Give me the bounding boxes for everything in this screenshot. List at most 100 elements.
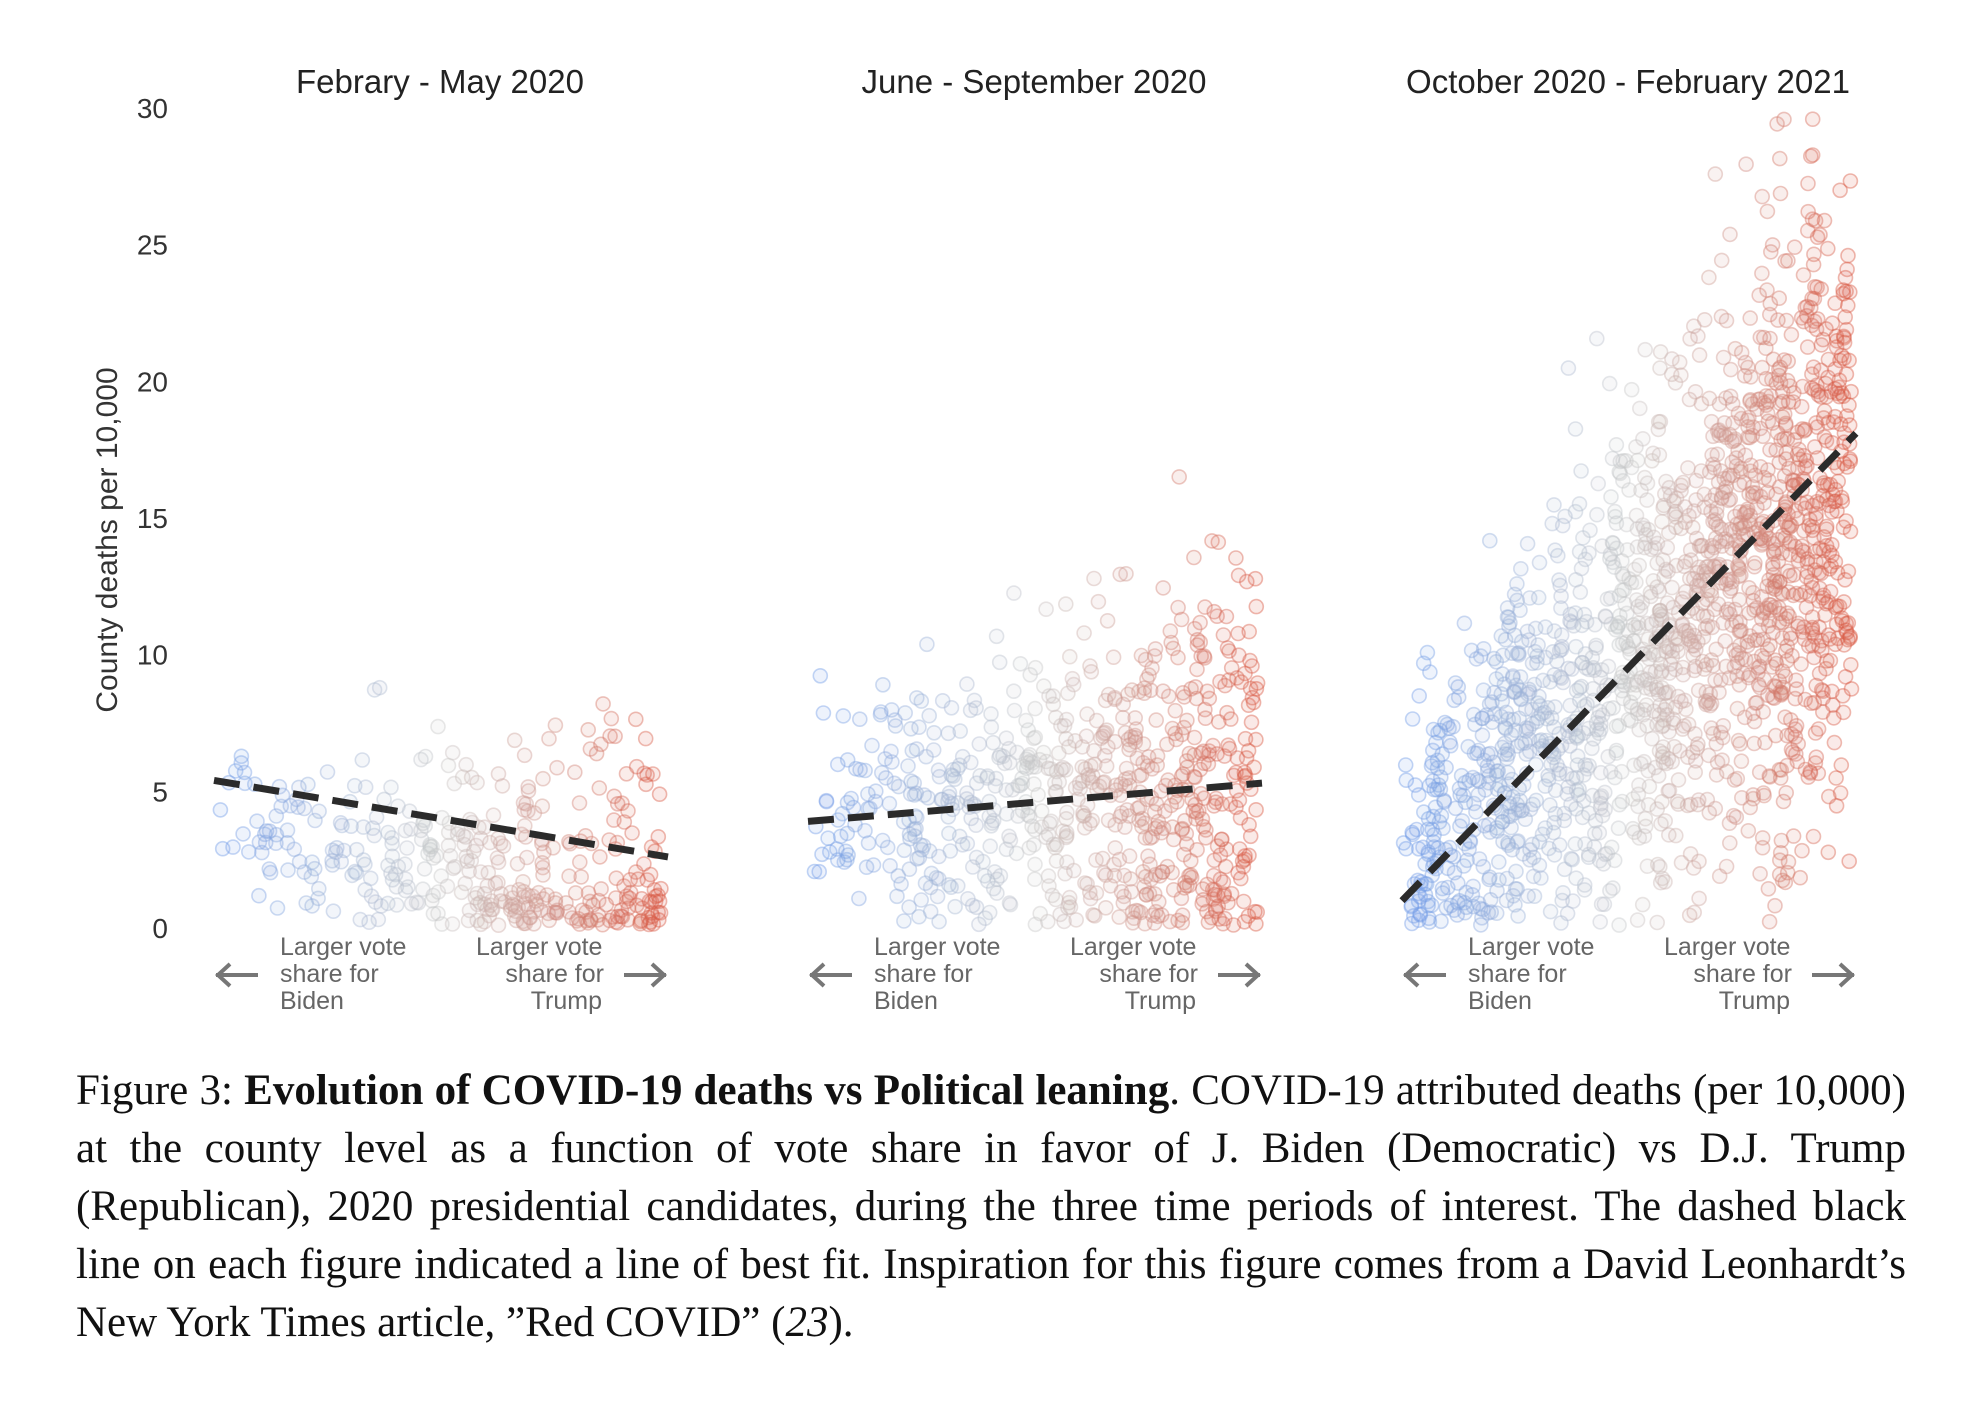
scatter-point: [1578, 659, 1594, 676]
scatter-point: [1618, 516, 1635, 533]
scatter-point: [397, 856, 413, 873]
scatter-point: [1788, 672, 1804, 689]
scatter-point: [1520, 888, 1536, 904]
scatter-point: [857, 822, 873, 839]
scatter-point: [1700, 558, 1717, 575]
scatter-point: [1591, 824, 1608, 841]
scatter-point: [1012, 777, 1028, 794]
scatter-point: [1620, 638, 1636, 655]
scatter-point: [1674, 617, 1690, 634]
scatter-point: [1722, 606, 1738, 622]
scatter-point: [1639, 718, 1655, 734]
scatter-point: [1098, 758, 1115, 774]
scatter-point: [1420, 821, 1436, 838]
scatter-point: [1744, 427, 1761, 444]
scatter-point: [434, 809, 450, 826]
annotation-biden-line: share for: [874, 960, 973, 988]
scatter-point: [1067, 779, 1084, 796]
scatter-point: [1661, 479, 1678, 496]
scatter-point: [1631, 557, 1647, 574]
scatter-point: [1781, 519, 1797, 536]
scatter-point: [1468, 804, 1484, 820]
scatter-point: [1057, 865, 1073, 882]
scatter-point: [1193, 745, 1209, 762]
scatter-point: [1138, 886, 1155, 903]
scatter-point: [1059, 804, 1075, 821]
scatter-point: [1047, 839, 1063, 856]
scatter-point: [348, 841, 365, 858]
scatter-point: [1689, 577, 1705, 594]
scatter-point: [1833, 347, 1850, 364]
scatter-point: [1602, 882, 1618, 899]
scatter-point: [1120, 731, 1137, 748]
scatter-point: [1429, 760, 1446, 776]
scatter-point: [1074, 739, 1091, 755]
scatter-point: [1146, 648, 1163, 664]
scatter-point: [1640, 762, 1656, 779]
scatter-point: [469, 885, 486, 902]
scatter-point: [1771, 761, 1788, 778]
scatter-point: [1544, 515, 1560, 532]
scatter-point: [1410, 787, 1427, 803]
scatter-point: [1517, 811, 1534, 828]
scatter-point: [1404, 915, 1420, 932]
scatter-point: [1201, 690, 1218, 707]
scatter-point: [1139, 671, 1155, 687]
scatter-point: [1187, 679, 1204, 695]
scatter-point: [1639, 492, 1655, 508]
scatter-point: [1201, 743, 1217, 759]
scatter-point: [1652, 344, 1669, 360]
scatter-point: [1786, 432, 1803, 448]
scatter-point: [1121, 737, 1138, 753]
scatter-point: [1699, 591, 1715, 608]
scatter-point: [1107, 733, 1123, 750]
scatter-point: [1806, 290, 1823, 307]
scatter-point: [1816, 475, 1832, 491]
scatter-point: [1211, 911, 1227, 927]
scatter-point: [1207, 794, 1224, 811]
scatter-point: [1754, 535, 1770, 552]
annotation-biden-line: Biden: [1468, 987, 1532, 1015]
scatter-point: [1837, 668, 1854, 685]
scatter-point: [1776, 430, 1792, 447]
scatter-point: [1564, 851, 1581, 868]
scatter-point: [536, 844, 552, 861]
scatter-point: [1079, 706, 1095, 722]
scatter-point: [1608, 436, 1625, 453]
scatter-point: [1794, 538, 1810, 555]
scatter-point: [1237, 767, 1254, 784]
scatter-point: [1511, 645, 1527, 661]
scatter-point: [1221, 643, 1237, 659]
scatter-point: [949, 878, 966, 894]
scatter-point: [1491, 872, 1507, 888]
scatter-point: [1174, 821, 1190, 838]
scatter-point: [1833, 610, 1850, 626]
scatter-point: [1606, 559, 1623, 575]
scatter-point: [463, 852, 480, 869]
scatter-point: [547, 891, 564, 908]
scatter-point: [1173, 768, 1190, 784]
scatter-point: [304, 898, 320, 914]
scatter-point: [1242, 828, 1259, 845]
annotation-biden-line: Biden: [280, 987, 344, 1015]
scatter-point: [1816, 212, 1833, 229]
scatter-point: [979, 873, 996, 889]
scatter-point: [1229, 750, 1246, 766]
scatter-point: [1164, 819, 1181, 835]
scatter-point: [1522, 801, 1539, 818]
scatter-point: [1010, 777, 1027, 794]
scatter-point: [642, 866, 659, 883]
scatter-point: [1025, 730, 1042, 747]
scatter-point: [1615, 674, 1632, 690]
annotation-biden-line: share for: [1468, 960, 1567, 988]
scatter-point: [1608, 621, 1624, 638]
scatter-point: [1035, 744, 1052, 761]
scatter-point: [1196, 790, 1212, 807]
scatter-point: [1777, 530, 1793, 546]
scatter-point: [989, 885, 1005, 901]
scatter-point: [1804, 518, 1820, 535]
scatter-point: [1567, 836, 1584, 852]
scatter-point: [1660, 750, 1677, 767]
scatter-point: [1724, 395, 1741, 412]
